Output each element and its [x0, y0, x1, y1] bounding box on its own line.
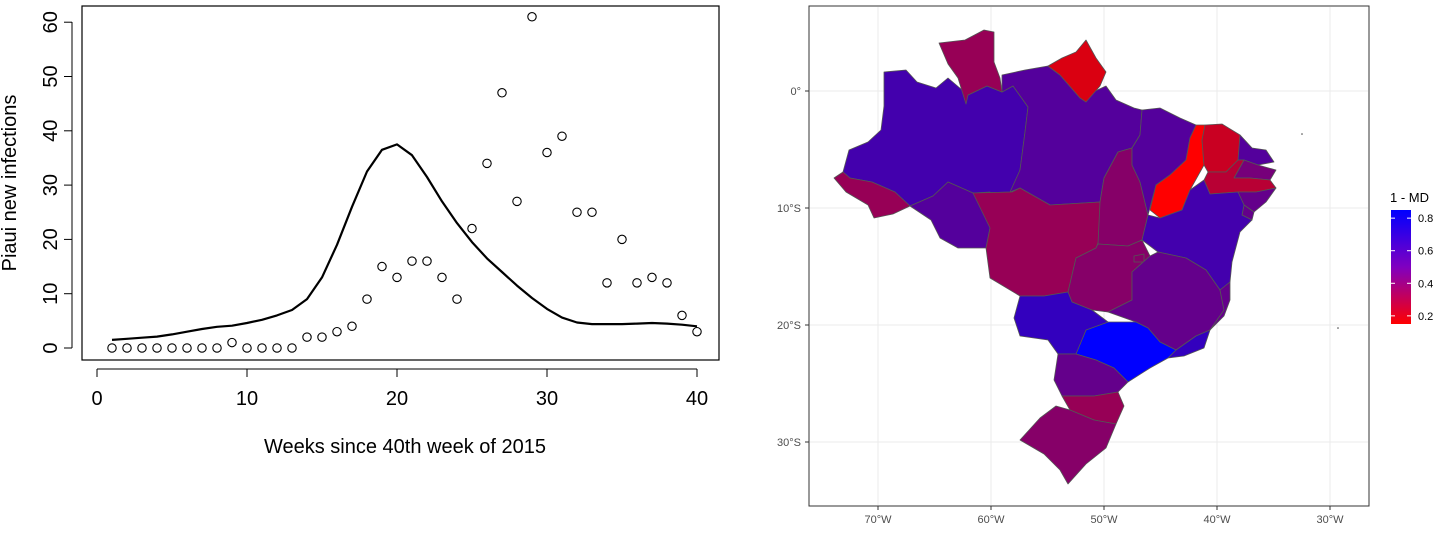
x-tick-label: 40	[686, 388, 708, 410]
state-pr	[1053, 353, 1129, 397]
data-point	[662, 278, 672, 288]
data-point	[392, 272, 402, 283]
data-point	[257, 343, 267, 353]
data-point	[152, 343, 162, 353]
map-y-tick-label: 10°S	[777, 203, 801, 215]
y-tick-label: 60	[40, 11, 62, 33]
data-point	[647, 272, 657, 283]
data-point	[692, 326, 702, 337]
data-point	[497, 88, 507, 98]
data-point	[572, 207, 582, 218]
data-point	[482, 158, 492, 169]
map-x-tick-label: 30°W	[1316, 514, 1344, 526]
data-point	[287, 343, 297, 353]
x-tick-label: 10	[236, 388, 258, 410]
y-axis: 0 10 20 30 40 50 60	[40, 11, 73, 354]
data-point	[377, 261, 387, 272]
fitted-curve	[111, 143, 698, 341]
legend-tick-label: 0.2	[1418, 311, 1433, 323]
data-point	[602, 278, 612, 288]
data-point	[212, 343, 222, 353]
x-axis-label: Weeks since 40th week of 2015	[264, 436, 546, 458]
data-point	[107, 343, 117, 353]
y-tick-label: 10	[40, 283, 62, 305]
y-tick-label: 30	[40, 174, 62, 196]
y-axis-label: Piaui new infections	[0, 95, 21, 272]
legend-title: 1 - MD	[1390, 190, 1429, 205]
observed-points	[107, 12, 702, 353]
x-tick-label: 30	[536, 388, 558, 410]
data-point	[332, 326, 342, 337]
state-rr	[938, 29, 1003, 105]
legend-ticks: 0.8 0.6 0.4 0.2	[1391, 213, 1433, 323]
state-ap	[1047, 39, 1107, 103]
data-point	[197, 343, 207, 353]
legend-tick-label: 0.6	[1418, 246, 1433, 258]
data-point	[167, 343, 177, 353]
data-point	[272, 343, 282, 353]
choropleth-map: 70°W 60°W 50°W 40°W 30°W 0° 10°S 20°S 30°S	[777, 5, 1370, 526]
island-dot	[1337, 327, 1339, 329]
legend-tick-label: 0.8	[1418, 213, 1433, 225]
x-axis: 0 10 20 30 40	[91, 368, 708, 410]
map-axis-ticks: 70°W 60°W 50°W 40°W 30°W 0° 10°S 20°S 30°S	[777, 86, 1344, 526]
state-ms	[1013, 291, 1109, 355]
data-point	[302, 332, 312, 342]
y-tick-label: 20	[40, 228, 62, 250]
data-point	[407, 256, 417, 266]
map-y-tick-label: 20°S	[777, 320, 801, 332]
map-y-tick-label: 30°S	[777, 437, 801, 449]
data-point	[617, 234, 627, 245]
data-point	[542, 147, 552, 158]
x-tick-label: 20	[386, 388, 408, 410]
color-legend: 1 - MD 0.8 0.6 0.4 0.2	[1390, 190, 1433, 324]
data-point	[677, 310, 687, 321]
island-dot	[1301, 133, 1303, 135]
map-x-tick-label: 60°W	[977, 514, 1005, 526]
data-point	[557, 131, 567, 141]
y-tick-label: 50	[40, 65, 62, 87]
y-tick-label: 0	[40, 342, 62, 353]
data-point	[122, 343, 132, 353]
data-point	[347, 321, 357, 332]
data-point	[242, 343, 252, 353]
data-point	[227, 337, 237, 348]
legend-tick-label: 0.4	[1418, 278, 1433, 290]
data-point	[527, 12, 537, 22]
data-point	[182, 343, 192, 353]
map-y-tick-label: 0°	[790, 86, 801, 98]
data-point	[632, 278, 642, 288]
map-x-tick-label: 70°W	[864, 514, 892, 526]
data-point	[137, 343, 147, 353]
legend-colorbar	[1391, 210, 1411, 324]
data-point	[437, 272, 447, 283]
data-point	[512, 196, 522, 207]
data-point	[362, 294, 372, 304]
state-es	[1209, 281, 1231, 331]
x-tick-label: 0	[91, 388, 102, 410]
map-x-tick-label: 40°W	[1203, 514, 1231, 526]
state-rs	[1019, 405, 1117, 485]
map-states	[833, 29, 1277, 485]
data-point	[422, 256, 432, 266]
map-x-tick-label: 50°W	[1090, 514, 1118, 526]
line-scatter-plot: 0 10 20 30 40 0 10 20 30 40 50 60 Weeks since 40th…	[0, 5, 720, 458]
data-point	[587, 207, 597, 218]
data-point	[317, 332, 327, 342]
data-point	[452, 294, 462, 304]
y-tick-label: 40	[40, 120, 62, 142]
plot-frame	[81, 5, 720, 361]
data-point	[467, 223, 477, 234]
